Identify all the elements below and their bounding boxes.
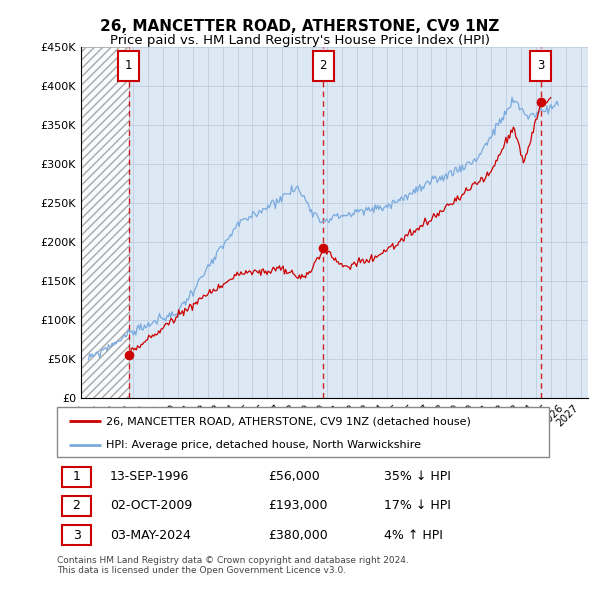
- Text: £380,000: £380,000: [268, 529, 328, 542]
- Text: 35% ↓ HPI: 35% ↓ HPI: [385, 470, 451, 483]
- Text: 3: 3: [73, 529, 80, 542]
- FancyBboxPatch shape: [530, 51, 551, 81]
- Text: Price paid vs. HM Land Registry's House Price Index (HPI): Price paid vs. HM Land Registry's House …: [110, 34, 490, 47]
- FancyBboxPatch shape: [62, 496, 91, 516]
- Text: 26, MANCETTER ROAD, ATHERSTONE, CV9 1NZ (detached house): 26, MANCETTER ROAD, ATHERSTONE, CV9 1NZ …: [106, 416, 471, 426]
- Text: £56,000: £56,000: [268, 470, 320, 483]
- FancyBboxPatch shape: [118, 51, 139, 81]
- Text: HPI: Average price, detached house, North Warwickshire: HPI: Average price, detached house, Nort…: [106, 440, 421, 450]
- Text: 2: 2: [320, 60, 327, 73]
- FancyBboxPatch shape: [57, 407, 549, 457]
- Bar: [81, 47, 129, 398]
- Text: 2: 2: [73, 499, 80, 513]
- FancyBboxPatch shape: [313, 51, 334, 81]
- Text: 02-OCT-2009: 02-OCT-2009: [110, 499, 192, 513]
- Text: 3: 3: [537, 60, 545, 73]
- Text: Contains HM Land Registry data © Crown copyright and database right 2024.
This d: Contains HM Land Registry data © Crown c…: [57, 556, 409, 575]
- Text: 26, MANCETTER ROAD, ATHERSTONE, CV9 1NZ: 26, MANCETTER ROAD, ATHERSTONE, CV9 1NZ: [100, 19, 500, 34]
- Text: 1: 1: [125, 60, 133, 73]
- FancyBboxPatch shape: [62, 525, 91, 545]
- Text: 4% ↑ HPI: 4% ↑ HPI: [385, 529, 443, 542]
- Text: 1: 1: [73, 470, 80, 483]
- FancyBboxPatch shape: [62, 467, 91, 487]
- Text: £193,000: £193,000: [268, 499, 328, 513]
- Text: 13-SEP-1996: 13-SEP-1996: [110, 470, 189, 483]
- Text: 17% ↓ HPI: 17% ↓ HPI: [385, 499, 451, 513]
- Text: 03-MAY-2024: 03-MAY-2024: [110, 529, 191, 542]
